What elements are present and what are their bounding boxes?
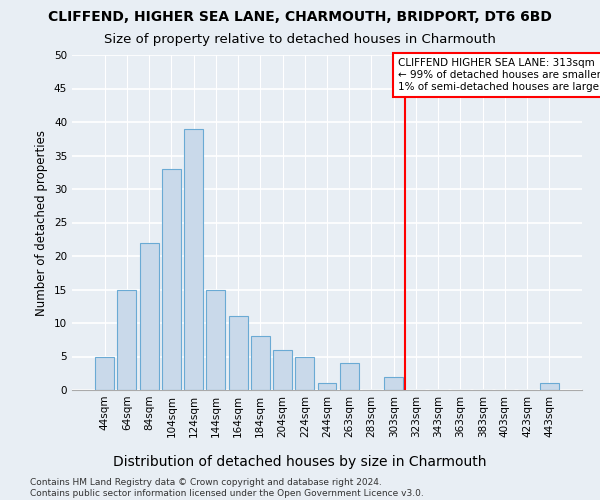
Bar [251, 336, 270, 390]
Bar [540, 384, 559, 390]
Bar [340, 363, 359, 390]
Bar [118, 290, 136, 390]
Text: Distribution of detached houses by size in Charmouth: Distribution of detached houses by size … [113, 455, 487, 469]
Text: Size of property relative to detached houses in Charmouth: Size of property relative to detached ho… [104, 32, 496, 46]
Bar [295, 356, 314, 390]
Bar [95, 356, 114, 390]
Y-axis label: Number of detached properties: Number of detached properties [35, 130, 49, 316]
Text: CLIFFEND HIGHER SEA LANE: 313sqm
← 99% of detached houses are smaller (165)
1% o: CLIFFEND HIGHER SEA LANE: 313sqm ← 99% o… [398, 58, 600, 92]
Bar [140, 242, 158, 390]
Bar [206, 290, 225, 390]
Text: CLIFFEND, HIGHER SEA LANE, CHARMOUTH, BRIDPORT, DT6 6BD: CLIFFEND, HIGHER SEA LANE, CHARMOUTH, BR… [48, 10, 552, 24]
Bar [317, 384, 337, 390]
Bar [273, 350, 292, 390]
Text: Contains HM Land Registry data © Crown copyright and database right 2024.
Contai: Contains HM Land Registry data © Crown c… [30, 478, 424, 498]
Bar [184, 128, 203, 390]
Bar [162, 169, 181, 390]
Bar [229, 316, 248, 390]
Bar [384, 376, 403, 390]
